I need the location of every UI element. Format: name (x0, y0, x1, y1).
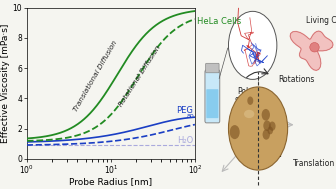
Circle shape (262, 109, 270, 121)
FancyBboxPatch shape (205, 70, 220, 123)
Text: 80: 80 (186, 115, 194, 119)
Circle shape (263, 120, 271, 131)
Y-axis label: Effective Viscosity [mPa·s]: Effective Viscosity [mPa·s] (1, 23, 10, 143)
FancyBboxPatch shape (206, 63, 219, 73)
Ellipse shape (244, 110, 254, 118)
Circle shape (267, 126, 273, 134)
Polygon shape (290, 31, 333, 70)
Text: H₂O: H₂O (177, 136, 193, 145)
Text: Translational Diffusion: Translational Diffusion (72, 39, 118, 112)
Circle shape (247, 96, 253, 105)
Text: Translation: Translation (293, 159, 335, 168)
Text: HeLa Cells: HeLa Cells (197, 17, 241, 26)
Text: Rotational Diffusion: Rotational Diffusion (118, 44, 162, 107)
Circle shape (230, 125, 240, 139)
Text: Living Cells: Living Cells (306, 15, 336, 25)
Circle shape (262, 129, 270, 140)
FancyBboxPatch shape (206, 89, 218, 118)
X-axis label: Probe Radius [nm]: Probe Radius [nm] (69, 177, 153, 186)
Text: Rotations: Rotations (278, 75, 314, 84)
Text: Polymer
Solutions: Polymer Solutions (235, 87, 270, 106)
Text: PEG: PEG (176, 106, 193, 115)
Circle shape (269, 122, 276, 131)
Circle shape (228, 11, 277, 79)
Circle shape (228, 87, 288, 170)
Ellipse shape (310, 43, 319, 52)
